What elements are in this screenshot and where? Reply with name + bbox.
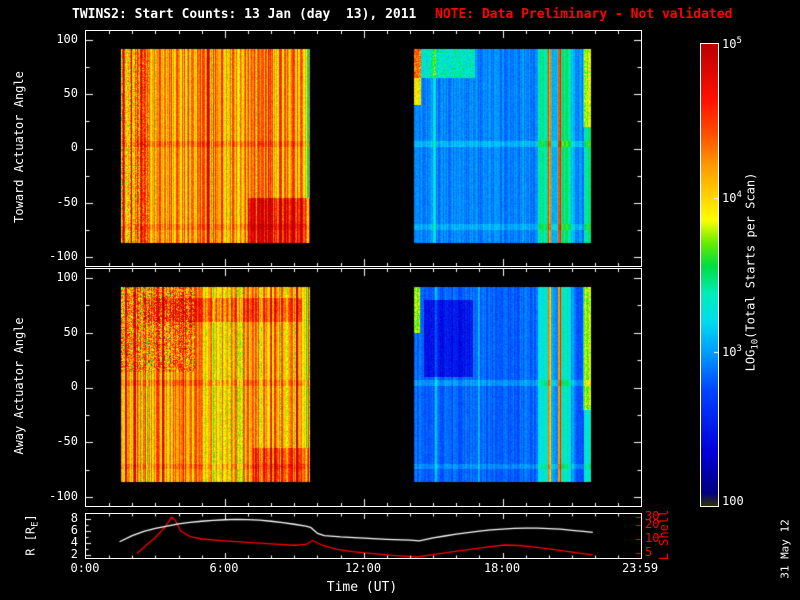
r-axis-label: R [RE]	[23, 514, 41, 556]
colorbar-canvas	[700, 43, 719, 507]
y-tick-label: -100	[49, 249, 78, 263]
x-tick-label: 18:00	[483, 561, 521, 575]
x-tick-label: 23:59	[621, 561, 659, 575]
time-axis-label: Time (UT)	[326, 580, 398, 595]
spectrogram-toward-canvas	[85, 30, 642, 267]
colorbar-tick-label: 104	[722, 190, 742, 205]
y-tick-label: 50	[63, 86, 78, 100]
l-tick-label: 30	[645, 509, 660, 523]
l-tick-label: 10	[645, 531, 660, 545]
y-tick-label: -100	[49, 489, 78, 503]
colorbar-tick-label: 105	[722, 36, 742, 51]
preliminary-note: NOTE: Data Preliminary - Not validated	[435, 7, 733, 22]
y-tick-label: -50	[56, 195, 78, 209]
colorbar-label: LOG10(Total Starts per Scan)	[743, 172, 761, 372]
y-tick-label: 100	[56, 270, 78, 284]
y-tick-label: -50	[56, 434, 78, 448]
y-axis-label-toward: Toward Actuator Angle	[12, 71, 26, 223]
colorbar-tick-label: 103	[722, 344, 742, 359]
x-tick-label: 6:00	[209, 561, 239, 575]
r-tick-label: 6	[70, 523, 78, 537]
l-tick-label: 5	[645, 545, 653, 559]
r-tick-label: 2	[70, 547, 78, 561]
y-axis-label-away: Away Actuator Angle	[12, 317, 26, 455]
y-tick-label: 0	[70, 140, 78, 154]
colorbar-tick-label: 100	[722, 494, 744, 508]
x-tick-label: 12:00	[344, 561, 382, 575]
spectrogram-away-canvas	[85, 268, 642, 507]
y-tick-label: 0	[70, 379, 78, 393]
x-tick-label: 0:00	[70, 561, 100, 575]
orbit-line-canvas	[85, 513, 642, 559]
y-tick-label: 100	[56, 32, 78, 46]
page-title: TWINS2: Start Counts: 13 Jan (day 13), 2…	[72, 7, 417, 22]
date-stamp: 31 May 12	[778, 519, 792, 579]
r-tick-label: 8	[70, 511, 78, 525]
r-tick-label: 4	[70, 535, 78, 549]
y-tick-label: 50	[63, 325, 78, 339]
l-tick-label: 20	[645, 517, 660, 531]
